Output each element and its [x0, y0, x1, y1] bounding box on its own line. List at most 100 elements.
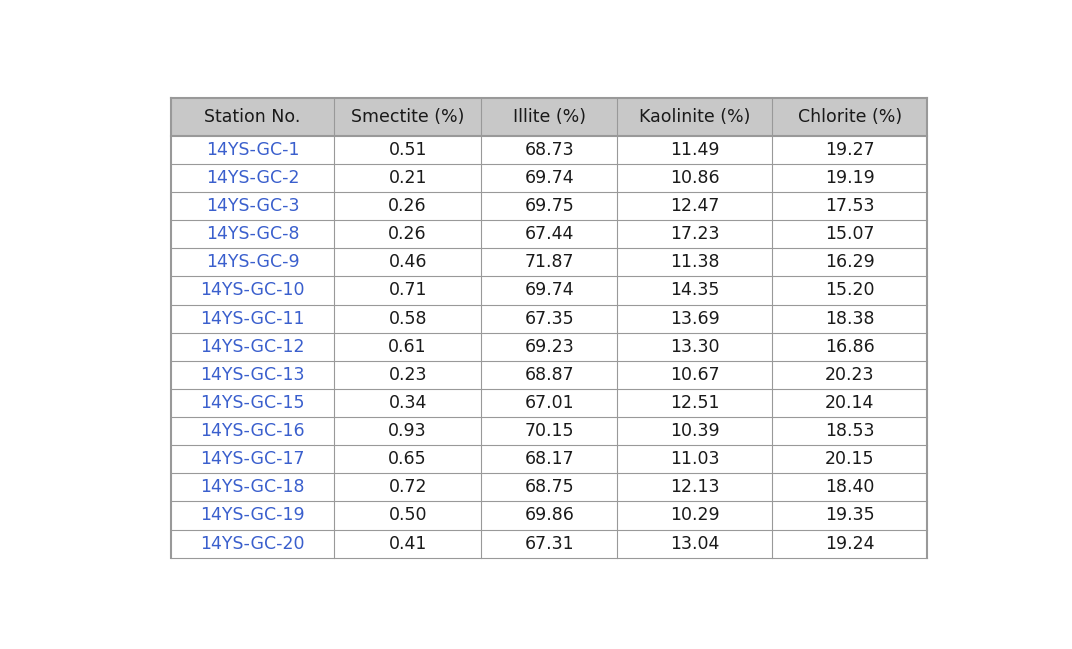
Bar	[773, 333, 927, 361]
Bar	[172, 530, 334, 557]
Bar	[617, 333, 773, 361]
Bar	[481, 164, 617, 192]
Bar	[617, 98, 773, 136]
Bar	[773, 389, 927, 417]
Text: 14YS-GC-8: 14YS-GC-8	[206, 225, 299, 243]
Bar	[334, 445, 481, 473]
Bar	[617, 249, 773, 276]
Text: Smectite (%): Smectite (%)	[351, 108, 464, 126]
Bar	[172, 389, 334, 417]
Bar	[172, 333, 334, 361]
Text: 12.47: 12.47	[670, 197, 719, 215]
Text: 13.69: 13.69	[670, 310, 719, 328]
Text: 0.34: 0.34	[388, 394, 427, 412]
Bar	[481, 389, 617, 417]
Text: 68.75: 68.75	[524, 478, 575, 496]
Bar	[334, 530, 481, 557]
Bar	[617, 417, 773, 445]
Text: 0.61: 0.61	[388, 337, 427, 356]
Bar	[172, 136, 334, 164]
Text: 14YS-GC-10: 14YS-GC-10	[200, 282, 304, 299]
Bar	[617, 164, 773, 192]
Text: 18.53: 18.53	[825, 422, 875, 440]
Bar	[481, 502, 617, 530]
Bar	[773, 530, 927, 557]
Bar	[481, 220, 617, 249]
Bar	[773, 304, 927, 333]
Bar	[172, 445, 334, 473]
Bar	[172, 361, 334, 389]
Bar	[334, 361, 481, 389]
Bar	[334, 417, 481, 445]
Text: 14YS-GC-17: 14YS-GC-17	[200, 450, 304, 468]
Text: 68.17: 68.17	[524, 450, 575, 468]
Text: 69.86: 69.86	[524, 506, 575, 524]
Bar	[617, 136, 773, 164]
Text: 13.04: 13.04	[670, 535, 719, 552]
Text: 0.93: 0.93	[388, 422, 427, 440]
Bar	[773, 445, 927, 473]
Bar	[617, 445, 773, 473]
Bar	[334, 192, 481, 220]
Text: 14YS-GC-2: 14YS-GC-2	[206, 169, 299, 187]
Bar	[773, 473, 927, 502]
Text: 68.87: 68.87	[524, 366, 575, 384]
Text: 0.26: 0.26	[388, 225, 427, 243]
Bar	[481, 136, 617, 164]
Text: 16.86: 16.86	[825, 337, 875, 356]
Bar	[617, 361, 773, 389]
Bar	[334, 502, 481, 530]
Bar	[481, 473, 617, 502]
Bar	[481, 530, 617, 557]
Bar	[773, 276, 927, 304]
Bar	[481, 417, 617, 445]
Text: 70.15: 70.15	[524, 422, 575, 440]
Text: 20.14: 20.14	[825, 394, 875, 412]
Text: Kaolinite (%): Kaolinite (%)	[639, 108, 750, 126]
Text: 0.71: 0.71	[388, 282, 427, 299]
Text: 13.30: 13.30	[670, 337, 719, 356]
Bar	[773, 136, 927, 164]
Text: 20.15: 20.15	[825, 450, 875, 468]
Bar	[334, 276, 481, 304]
Text: 67.44: 67.44	[524, 225, 575, 243]
Bar	[773, 98, 927, 136]
Text: 67.35: 67.35	[524, 310, 575, 328]
Text: 18.40: 18.40	[825, 478, 875, 496]
Text: 19.19: 19.19	[825, 169, 875, 187]
Bar	[334, 473, 481, 502]
Bar	[481, 276, 617, 304]
Bar	[334, 304, 481, 333]
Text: 0.72: 0.72	[388, 478, 427, 496]
Text: 0.26: 0.26	[388, 197, 427, 215]
Bar	[334, 220, 481, 249]
Text: 10.29: 10.29	[670, 506, 719, 524]
Text: 10.39: 10.39	[670, 422, 719, 440]
Text: 14YS-GC-19: 14YS-GC-19	[200, 506, 304, 524]
Bar	[773, 361, 927, 389]
Text: 0.65: 0.65	[388, 450, 427, 468]
Text: 15.07: 15.07	[825, 225, 875, 243]
Text: 20.23: 20.23	[825, 366, 875, 384]
Text: 18.38: 18.38	[825, 310, 875, 328]
Bar	[617, 502, 773, 530]
Bar	[172, 473, 334, 502]
Text: Station No.: Station No.	[205, 108, 301, 126]
Bar	[172, 249, 334, 276]
Text: 71.87: 71.87	[524, 253, 575, 271]
Text: 10.86: 10.86	[670, 169, 719, 187]
Bar	[334, 164, 481, 192]
Bar	[773, 192, 927, 220]
Text: 12.13: 12.13	[670, 478, 719, 496]
Text: Chlorite (%): Chlorite (%)	[798, 108, 902, 126]
Bar	[172, 164, 334, 192]
Bar	[617, 473, 773, 502]
Text: 14YS-GC-16: 14YS-GC-16	[200, 422, 304, 440]
Bar	[773, 220, 927, 249]
Bar	[481, 98, 617, 136]
Bar	[617, 192, 773, 220]
Text: 17.53: 17.53	[825, 197, 875, 215]
Text: 11.38: 11.38	[670, 253, 719, 271]
Bar	[617, 389, 773, 417]
Text: 0.41: 0.41	[388, 535, 427, 552]
